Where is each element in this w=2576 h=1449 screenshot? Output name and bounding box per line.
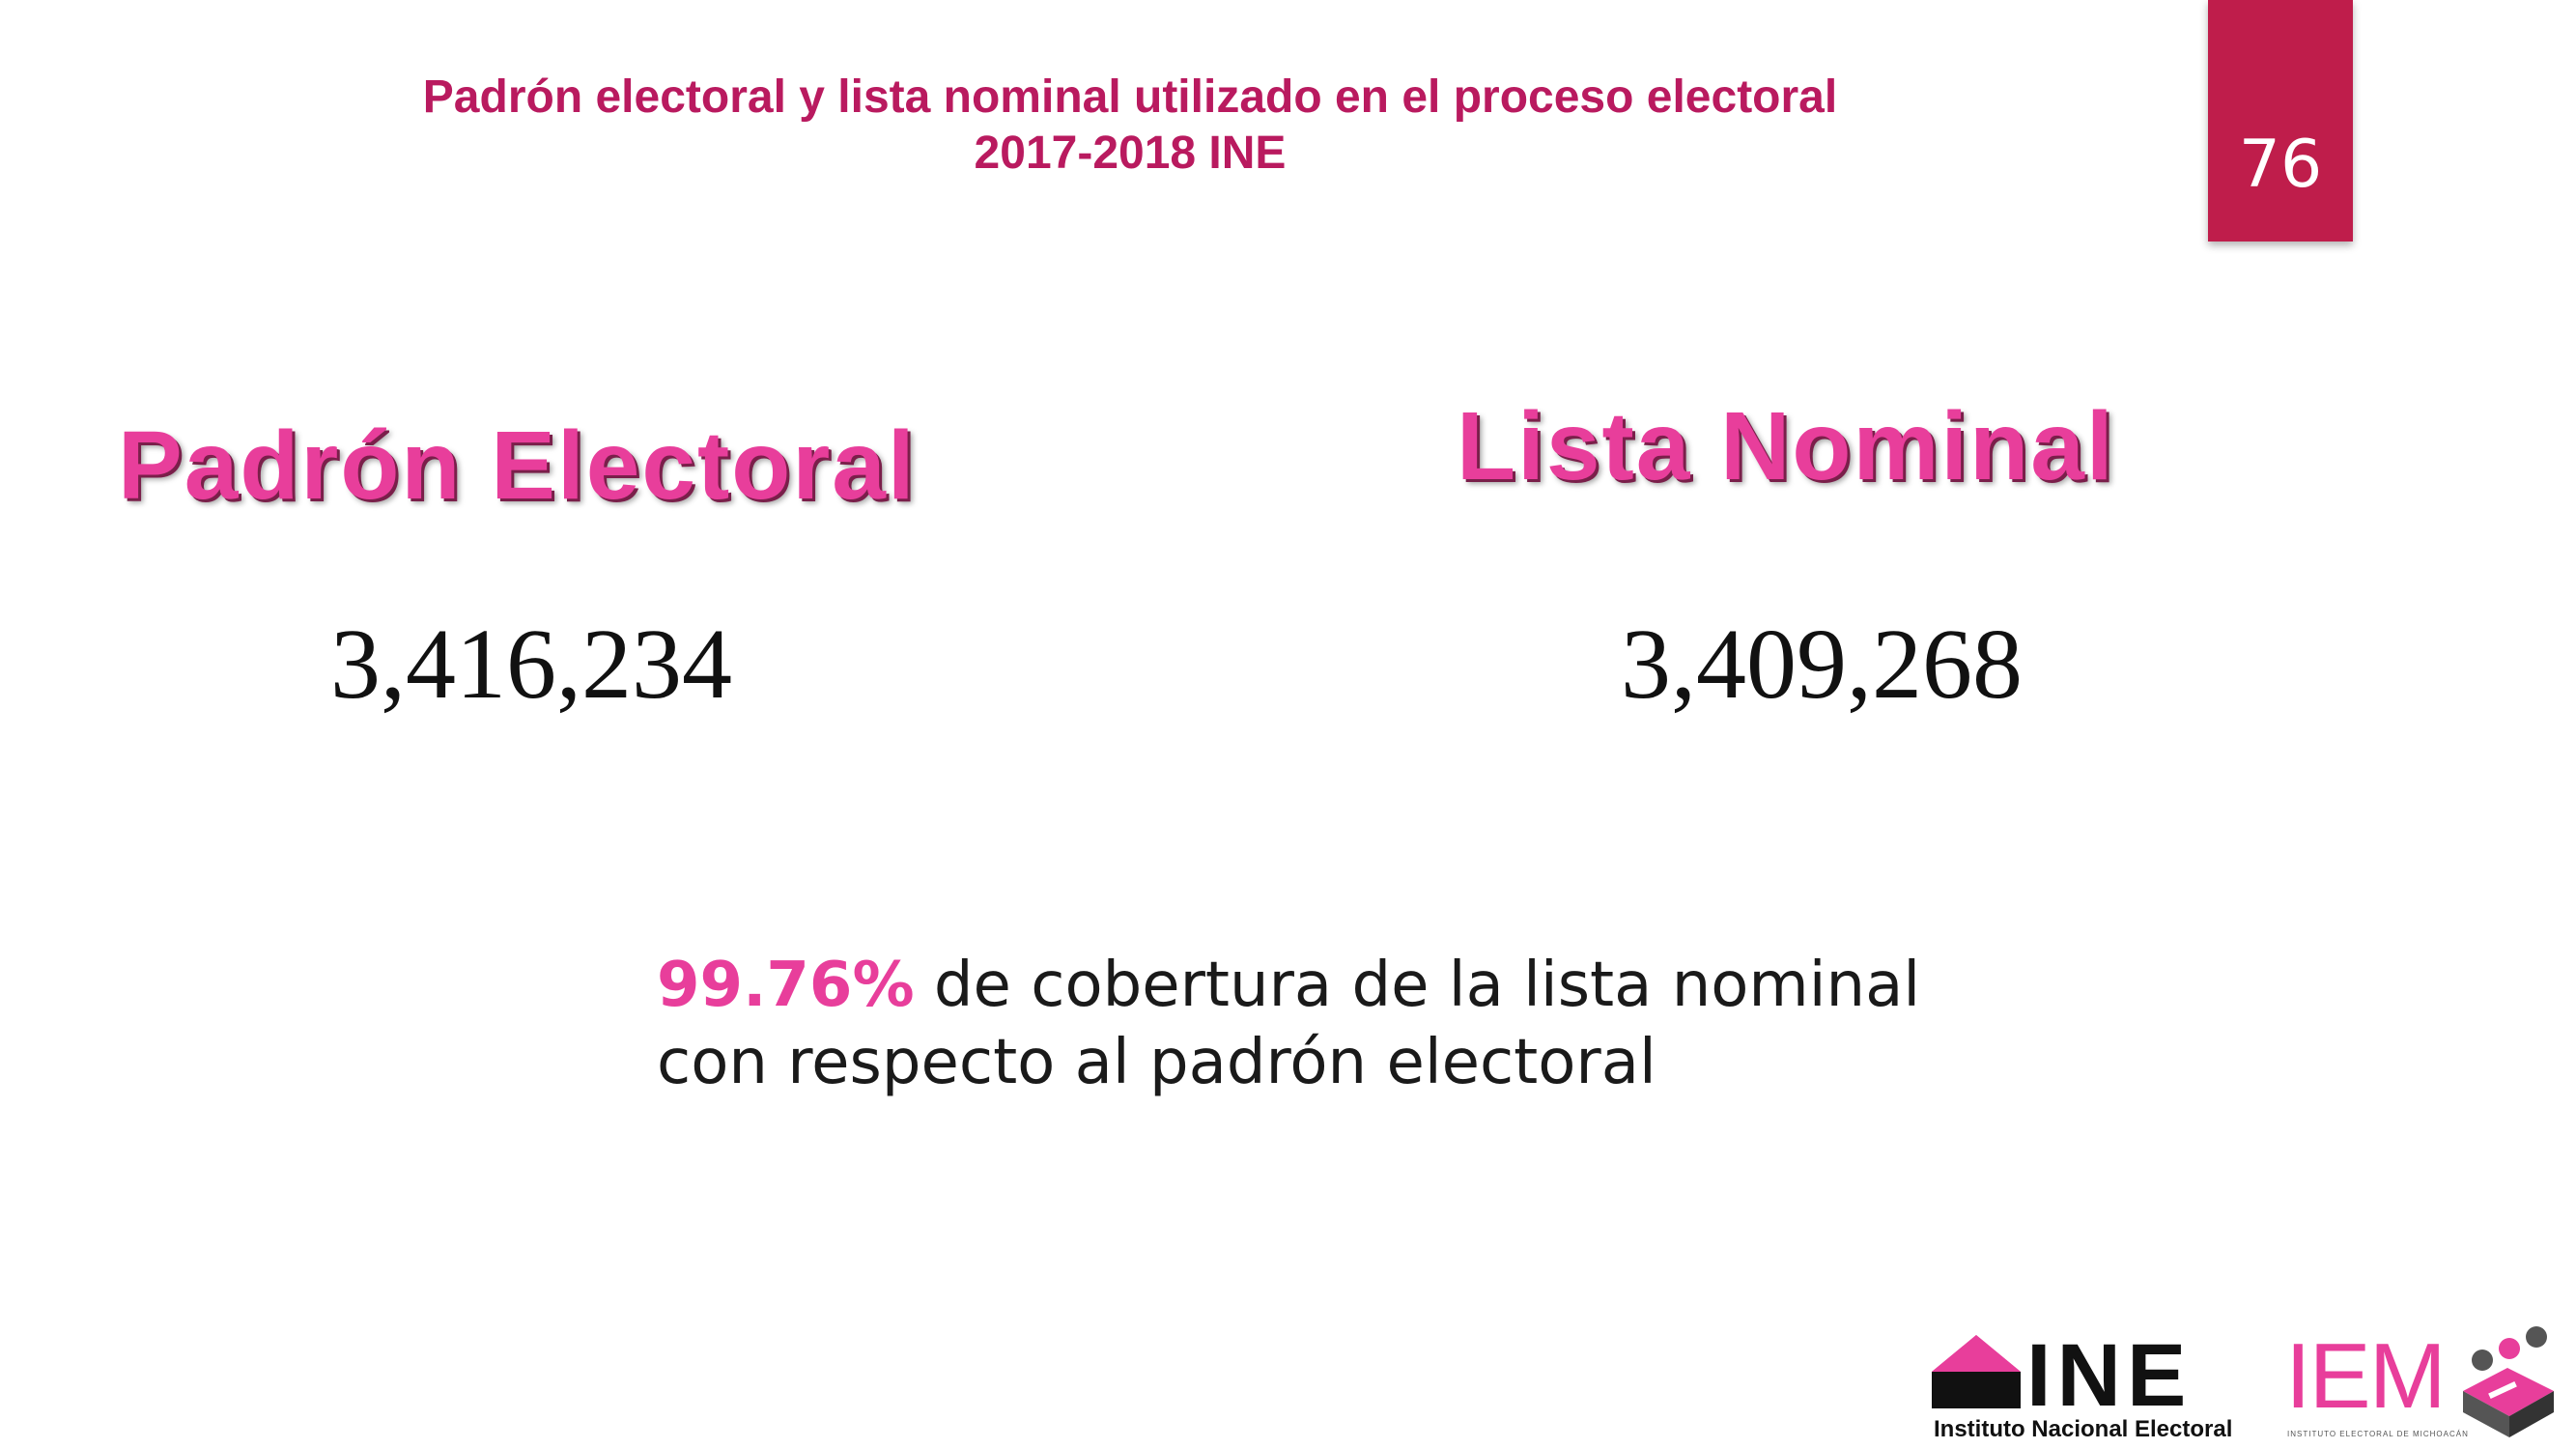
coverage-text-line1: de cobertura de la lista nominal — [933, 950, 1921, 1021]
ballot-box-icon — [2463, 1326, 2554, 1437]
coverage-percent: 99.76% — [657, 950, 915, 1021]
padron-heading: Padrón Electoral — [118, 412, 917, 520]
iem-word: IEM — [2285, 1324, 2447, 1428]
page-number-badge: 76 — [2208, 0, 2353, 242]
page-number: 76 — [2238, 127, 2323, 203]
slide-title-line2: 2017-2018 INE — [974, 128, 1287, 179]
slide-title-line1: Padrón electoral y lista nominal utiliza… — [422, 71, 1838, 123]
slide-title: Padrón electoral y lista nominal utiliza… — [232, 70, 2028, 182]
ine-subtitle: Instituto Nacional Electoral — [1934, 1416, 2233, 1442]
lista-heading: Lista Nominal — [1457, 392, 2115, 500]
iem-subtitle: INSTITUTO ELECTORAL DE MICHOACÁN — [2287, 1430, 2469, 1438]
coverage-statement: 99.76% de cobertura de la lista nominal … — [657, 947, 2009, 1101]
lista-value: 3,409,268 — [1621, 609, 2023, 720]
ine-word: INE — [2026, 1326, 2193, 1425]
ine-logo: INE Instituto Nacional Electoral — [1928, 1323, 2266, 1447]
ine-diamond-icon — [1932, 1335, 2021, 1408]
footer-logos: INE Instituto Nacional Electoral IEM INS… — [1928, 1323, 2565, 1447]
padron-value: 3,416,234 — [330, 609, 732, 720]
coverage-text-line2: con respecto al padrón electoral — [657, 1027, 1656, 1098]
iem-logo: IEM INSTITUTO ELECTORAL DE MICHOACÁN — [2285, 1323, 2565, 1447]
